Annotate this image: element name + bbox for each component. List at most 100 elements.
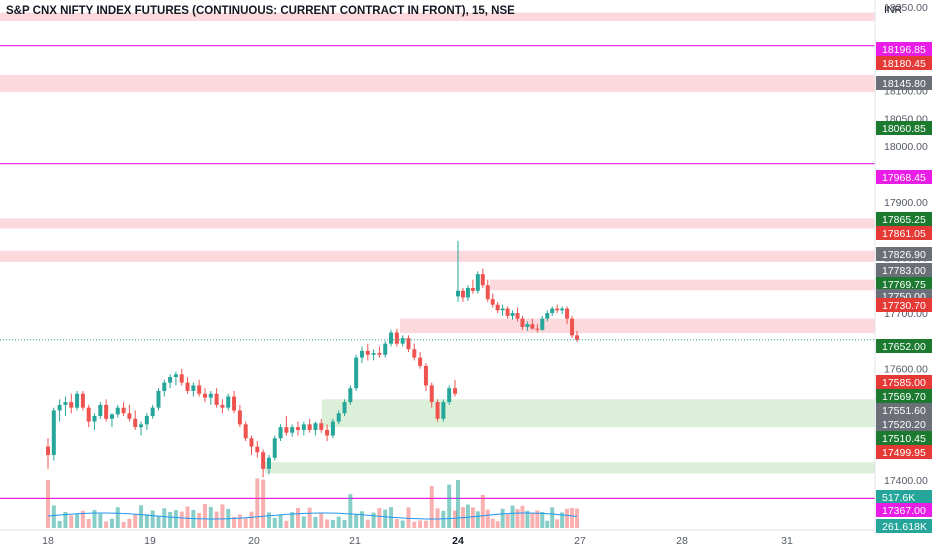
candle[interactable] xyxy=(109,413,114,428)
candle[interactable] xyxy=(63,396,68,417)
candle[interactable] xyxy=(520,315,525,330)
candle[interactable] xyxy=(237,404,242,428)
candle[interactable] xyxy=(336,410,341,425)
candle[interactable] xyxy=(418,352,423,369)
candle[interactable] xyxy=(495,301,500,314)
candle[interactable] xyxy=(359,346,364,364)
candle[interactable] xyxy=(208,390,213,405)
candle[interactable] xyxy=(104,399,109,422)
candle[interactable] xyxy=(377,346,382,358)
candle[interactable] xyxy=(266,454,271,475)
candle[interactable] xyxy=(555,304,560,314)
candle[interactable] xyxy=(272,435,277,461)
candle[interactable] xyxy=(86,404,91,428)
candle[interactable] xyxy=(278,424,283,442)
candle[interactable] xyxy=(51,407,56,461)
candle[interactable] xyxy=(453,379,457,397)
candle[interactable] xyxy=(342,399,347,417)
candle[interactable] xyxy=(284,416,289,436)
candle[interactable] xyxy=(460,288,465,302)
candle[interactable] xyxy=(80,390,85,411)
candle[interactable] xyxy=(500,304,505,316)
candle[interactable] xyxy=(75,390,80,411)
candle[interactable] xyxy=(510,310,515,320)
candle[interactable] xyxy=(423,363,428,391)
candle[interactable] xyxy=(156,388,161,411)
candle[interactable] xyxy=(485,279,490,302)
candle[interactable] xyxy=(475,271,480,294)
candle[interactable] xyxy=(57,399,62,422)
candle[interactable] xyxy=(319,418,324,433)
candle[interactable] xyxy=(290,424,295,437)
candle[interactable] xyxy=(447,385,452,405)
candle[interactable] xyxy=(325,424,330,442)
candle[interactable] xyxy=(296,421,301,436)
candle-body xyxy=(313,423,318,430)
candle[interactable] xyxy=(226,393,231,411)
candle[interactable] xyxy=(354,354,359,391)
candle[interactable] xyxy=(456,240,460,302)
candle[interactable] xyxy=(115,404,120,418)
candle[interactable] xyxy=(465,285,470,301)
candle[interactable] xyxy=(191,382,196,397)
candle[interactable] xyxy=(348,385,353,405)
candle[interactable] xyxy=(550,306,555,316)
candle[interactable] xyxy=(307,418,312,433)
candle[interactable] xyxy=(435,399,440,422)
candle[interactable] xyxy=(232,390,237,414)
candle[interactable] xyxy=(243,421,248,442)
candle[interactable] xyxy=(371,349,376,361)
candle[interactable] xyxy=(301,421,306,436)
candle[interactable] xyxy=(505,306,510,319)
candle[interactable] xyxy=(470,279,475,294)
candle[interactable] xyxy=(383,340,388,358)
candle[interactable] xyxy=(202,388,207,403)
candle[interactable] xyxy=(261,449,266,478)
candle[interactable] xyxy=(490,293,495,308)
candle[interactable] xyxy=(185,377,190,394)
candle[interactable] xyxy=(179,368,184,386)
candle[interactable] xyxy=(150,404,155,419)
candle[interactable] xyxy=(46,438,50,469)
candle[interactable] xyxy=(394,328,399,347)
candle[interactable] xyxy=(69,393,74,414)
candle[interactable] xyxy=(570,315,575,339)
candle[interactable] xyxy=(139,421,144,436)
candle[interactable] xyxy=(133,410,138,430)
volume-bar xyxy=(133,514,138,528)
candle[interactable] xyxy=(330,418,335,439)
candle[interactable] xyxy=(389,329,394,347)
candle[interactable] xyxy=(313,421,318,436)
candle[interactable] xyxy=(121,402,126,417)
candle[interactable] xyxy=(214,388,219,408)
candle[interactable] xyxy=(441,399,446,422)
candle[interactable] xyxy=(249,435,254,455)
candle[interactable] xyxy=(255,441,260,458)
candle[interactable] xyxy=(429,382,434,408)
candle[interactable] xyxy=(406,335,411,353)
candle[interactable] xyxy=(560,306,565,315)
candle[interactable] xyxy=(365,343,370,361)
candle[interactable] xyxy=(162,379,167,397)
candle[interactable] xyxy=(535,324,540,333)
candle[interactable] xyxy=(197,379,202,397)
candle[interactable] xyxy=(515,307,520,322)
candle[interactable] xyxy=(127,404,132,422)
candle[interactable] xyxy=(530,318,535,330)
candle[interactable] xyxy=(540,315,545,331)
candle[interactable] xyxy=(480,268,485,289)
candle[interactable] xyxy=(168,374,173,389)
candle[interactable] xyxy=(144,413,149,430)
candle[interactable] xyxy=(400,335,405,347)
candle[interactable] xyxy=(525,321,530,331)
candle[interactable] xyxy=(92,413,97,430)
price-badge: 261.618K xyxy=(876,519,932,533)
candle[interactable] xyxy=(545,310,550,322)
volume-bar xyxy=(400,520,405,528)
candle[interactable] xyxy=(173,371,178,386)
candle[interactable] xyxy=(220,399,225,414)
candle[interactable] xyxy=(98,402,103,419)
candle[interactable] xyxy=(565,306,570,325)
candle[interactable] xyxy=(412,343,417,361)
